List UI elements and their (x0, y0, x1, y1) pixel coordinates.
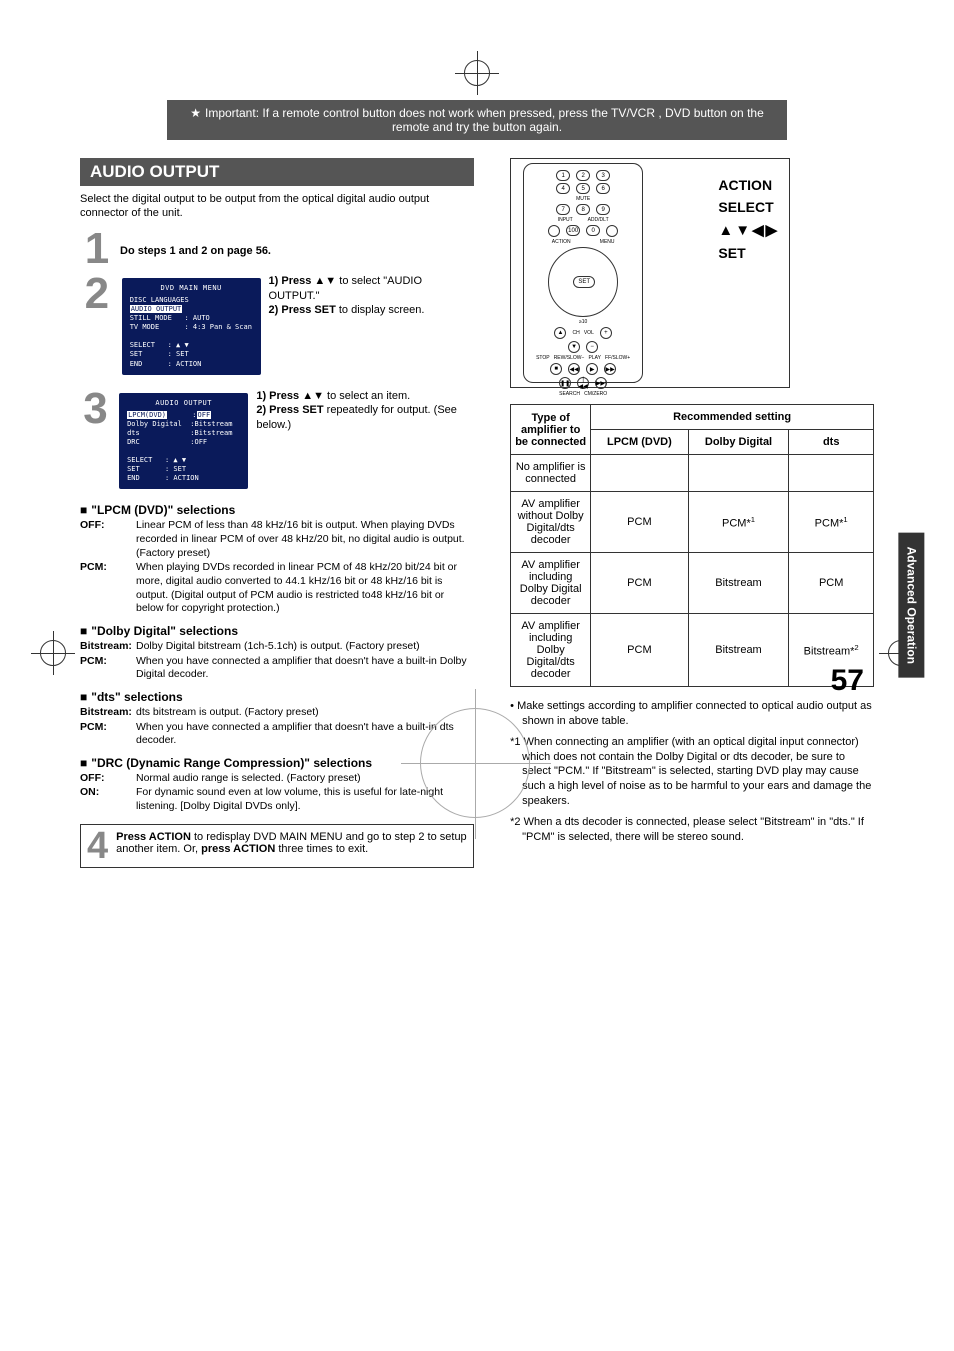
important-banner: ★Important: If a remote control button d… (167, 100, 787, 140)
dolby-heading: ■"Dolby Digital" selections (80, 624, 474, 638)
remote-illustration: 123 456 MUTE 789 INPUT ADD/DLT 1000 ACTI… (510, 158, 790, 388)
crop-mark (464, 60, 490, 86)
osd-screen: AUDIO OUTPUT LPCM(DVD) :OFF Dolby Digita… (119, 393, 248, 490)
intro-text: Select the digital output to be output f… (80, 192, 474, 221)
page-number: 57 (831, 664, 864, 698)
crop-mark (420, 708, 530, 818)
step-2: 2 DVD MAIN MENU DISC LANGUAGES AUDIO OUT… (80, 274, 474, 379)
step-number: 1 (80, 231, 114, 266)
step-3: 3 AUDIO OUTPUT LPCM(DVD) :OFF Dolby Digi… (80, 389, 474, 494)
step-1: 1 Do steps 1 and 2 on page 56. (80, 231, 474, 266)
footnotes: • Make settings according to amplifier c… (510, 699, 874, 845)
osd-screen: DVD MAIN MENU DISC LANGUAGES AUDIO OUTPU… (122, 278, 261, 375)
settings-table: Type of amplifier to be connected Recomm… (510, 404, 874, 687)
dts-heading: ■"dts" selections (80, 690, 474, 704)
section-header: AUDIO OUTPUT (80, 158, 474, 186)
crop-mark (40, 640, 66, 666)
step-4: 4 Press ACTION to redisplay DVD MAIN MEN… (80, 824, 474, 868)
side-tab: Advanced Operation (898, 533, 924, 678)
remote-callouts: ACTION SELECT ▲▼◀▶ SET (718, 177, 779, 267)
lpcm-heading: ■"LPCM (DVD)" selections (80, 503, 474, 517)
